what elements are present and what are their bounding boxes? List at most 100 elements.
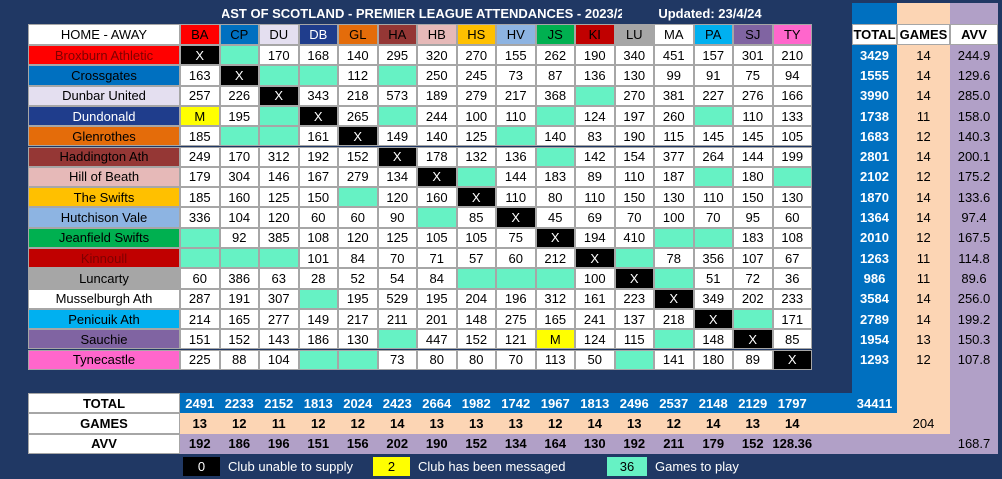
attendance-cell: 140 bbox=[338, 45, 378, 66]
attendance-cell: 113 bbox=[535, 349, 575, 370]
row-total: 1555 bbox=[852, 65, 897, 86]
footer-value: 211 bbox=[663, 436, 685, 452]
footer-value: 14 bbox=[390, 415, 405, 431]
attendance-cell: 150 bbox=[298, 187, 338, 208]
attendance-cell: 186 bbox=[298, 329, 338, 350]
row-total: 3429 bbox=[852, 45, 897, 66]
row-total: 2789 bbox=[852, 308, 897, 330]
attendance-cell: 451 bbox=[654, 45, 694, 66]
attendance-cell: 52 bbox=[338, 268, 378, 289]
attendance-cell bbox=[496, 126, 536, 147]
row-total: 2010 bbox=[852, 227, 897, 248]
attendance-cell: 233 bbox=[772, 288, 812, 309]
attendance-cell: 185 bbox=[180, 126, 220, 147]
row-total: 2801 bbox=[852, 146, 897, 167]
attendance-cell: 130 bbox=[338, 329, 378, 350]
team-name: Jeanfield Swifts bbox=[28, 227, 180, 248]
attendance-cell: X bbox=[180, 45, 220, 66]
footer-value: 2496 bbox=[619, 395, 649, 411]
attendance-cell: 141 bbox=[654, 349, 694, 370]
attendance-cell bbox=[614, 248, 654, 269]
attendance-cell bbox=[259, 105, 299, 127]
attendance-cell: 100 bbox=[654, 207, 694, 228]
attendance-cell: 28 bbox=[298, 268, 338, 289]
attendance-cell bbox=[259, 126, 299, 147]
attendance-cell: 312 bbox=[259, 146, 299, 167]
attendance-cell bbox=[377, 329, 417, 350]
attendance-cell bbox=[417, 207, 457, 228]
attendance-cell: 70 bbox=[614, 207, 654, 228]
attendance-cell: 90 bbox=[377, 207, 417, 228]
row-avv: 140.3 bbox=[950, 126, 998, 147]
column-header: HA bbox=[377, 24, 417, 45]
attendance-cell: 260 bbox=[654, 105, 694, 127]
attendance-cell: 70 bbox=[377, 248, 417, 269]
row-avv: 200.1 bbox=[950, 146, 998, 167]
attendance-cell: 69 bbox=[575, 207, 615, 228]
attendance-cell: 195 bbox=[219, 105, 259, 127]
attendance-cell: 125 bbox=[377, 227, 417, 248]
attendance-cell: 573 bbox=[377, 85, 417, 106]
attendance-cell: 60 bbox=[496, 248, 536, 269]
attendance-cell bbox=[180, 227, 220, 248]
footer-band bbox=[180, 413, 950, 434]
footer-value: 190 bbox=[425, 436, 448, 452]
row-total: 1870 bbox=[852, 187, 897, 208]
attendance-cell: 183 bbox=[535, 166, 575, 188]
attendance-cell: 190 bbox=[614, 126, 654, 147]
attendance-cell bbox=[614, 349, 654, 370]
attendance-cell: 67 bbox=[772, 248, 812, 269]
footer-value: 192 bbox=[623, 436, 646, 452]
footer-value: 156 bbox=[346, 436, 369, 452]
attendance-cell: 241 bbox=[575, 308, 615, 330]
column-header: DU bbox=[259, 24, 299, 45]
row-games: 13 bbox=[897, 329, 950, 350]
row-games: 12 bbox=[897, 227, 950, 248]
attendance-cell: 244 bbox=[417, 105, 457, 127]
attendance-cell: 349 bbox=[693, 288, 733, 309]
attendance-cell: 80 bbox=[456, 349, 496, 370]
attendance-cell: 115 bbox=[654, 126, 694, 147]
attendance-cell: 145 bbox=[733, 126, 773, 147]
footer-value: 2664 bbox=[422, 395, 452, 411]
column-header: CP bbox=[219, 24, 259, 45]
footer-value: 2537 bbox=[659, 395, 689, 411]
attendance-cell: 155 bbox=[496, 45, 536, 66]
attendance-cell: 168 bbox=[298, 45, 338, 66]
team-name: Crossgates bbox=[28, 65, 180, 86]
team-name: The Swifts bbox=[28, 187, 180, 208]
footer-value: 13 bbox=[627, 415, 642, 431]
column-header: LU bbox=[614, 24, 654, 45]
attendance-cell bbox=[772, 166, 812, 188]
row-games: 14 bbox=[897, 85, 950, 106]
column-header: HV bbox=[496, 24, 536, 45]
attendance-cell: 377 bbox=[654, 146, 694, 167]
row-avv: 133.6 bbox=[950, 187, 998, 208]
row-games: 14 bbox=[897, 146, 950, 167]
attendance-cell: 301 bbox=[733, 45, 773, 66]
row-total: 3584 bbox=[852, 288, 897, 309]
attendance-cell: 130 bbox=[772, 187, 812, 208]
attendance-cell: 170 bbox=[219, 146, 259, 167]
attendance-cell: X bbox=[772, 349, 812, 370]
attendance-cell: 149 bbox=[298, 308, 338, 330]
attendance-cell: 157 bbox=[693, 45, 733, 66]
attendance-cell bbox=[654, 329, 694, 350]
attendance-cell: 195 bbox=[338, 288, 378, 309]
row-total: 2102 bbox=[852, 166, 897, 188]
row-total: 1364 bbox=[852, 207, 897, 228]
attendance-cell: 57 bbox=[456, 248, 496, 269]
attendance-cell: 368 bbox=[535, 85, 575, 106]
attendance-cell: 320 bbox=[417, 45, 457, 66]
attendance-cell: 178 bbox=[417, 146, 457, 167]
attendance-cell bbox=[456, 268, 496, 289]
attendance-cell: 94 bbox=[772, 65, 812, 86]
attendance-cell: 144 bbox=[733, 146, 773, 167]
corner-header: HOME - AWAY bbox=[28, 24, 180, 45]
row-avv: 256.0 bbox=[950, 288, 998, 309]
attendance-cell bbox=[535, 146, 575, 167]
column-header: GL bbox=[338, 24, 378, 45]
row-avv: 175.2 bbox=[950, 166, 998, 188]
row-games: 11 bbox=[897, 105, 950, 127]
team-name: Hutchison Vale bbox=[28, 207, 180, 228]
